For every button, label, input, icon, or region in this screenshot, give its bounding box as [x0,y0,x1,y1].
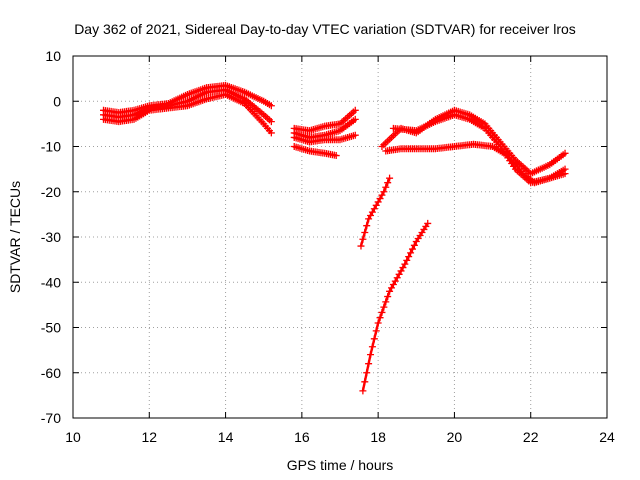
data-point [368,343,376,351]
x-tick-label: 18 [370,429,386,445]
data-point [351,131,359,139]
x-tick-label: 10 [65,429,81,445]
data-point [351,106,359,114]
x-tick-label: 12 [141,429,157,445]
x-tick-label: 20 [447,429,463,445]
data-point [407,249,415,257]
y-tick-label: -40 [41,274,61,290]
data-point [376,314,384,322]
x-tick-label: 24 [599,429,615,445]
data-point [410,241,418,249]
data-point [367,351,375,359]
data-point [332,152,340,160]
y-tick-label: -20 [41,184,61,200]
data-point [359,235,367,243]
data-point [382,298,390,306]
series-arc-2c [290,131,359,146]
data-point [351,115,359,123]
y-tick-label: -10 [41,139,61,155]
data-point [359,387,367,395]
y-axis-label: SDTVAR / TECUs [7,181,23,293]
data-point [401,260,409,268]
data-point [380,188,388,196]
data-point [370,335,378,343]
y-tick-label: -30 [41,229,61,245]
y-tick-label: -50 [41,320,61,336]
data-point [561,149,569,157]
data-point [384,179,392,187]
data-point [378,308,386,316]
series-arc-2a [290,106,359,135]
y-tick-label: -60 [41,365,61,381]
series-arc-2d [290,143,340,160]
data-point [267,118,275,126]
x-axis-label: GPS time / hours [287,457,394,473]
axes: 10 12 14 16 18 20 22 24 10 0 -10 -20 -30 -40 -50 -60 -70 [41,48,615,445]
series-arc-4 [359,219,432,395]
data-point [363,369,371,377]
data-point [380,303,388,311]
x-tick-label: 14 [218,429,234,445]
series-arc-5c [382,140,569,187]
data-point [363,222,371,230]
data-point [361,228,369,236]
data-point [374,319,382,327]
data-point [424,219,432,227]
y-tick-label: 0 [53,93,61,109]
data-point [267,102,275,110]
data-series [100,81,569,395]
data-point [384,293,392,301]
data-point [365,360,373,368]
x-tick-label: 16 [294,429,310,445]
x-tick-label: 22 [523,429,539,445]
series-arc-3 [357,174,394,250]
data-point [382,183,390,191]
data-point [267,129,275,137]
data-point [405,253,413,261]
series-line [361,222,429,392]
data-point [357,242,365,250]
data-point [361,378,369,386]
data-point [408,245,416,253]
y-tick-label: 10 [45,48,61,64]
series-arc-2b [290,115,359,141]
data-point [561,170,569,178]
data-point [386,174,394,182]
chart-title: Day 362 of 2021, Sidereal Day-to-day VTE… [74,21,576,37]
data-point [403,256,411,264]
series-arc-1c [100,90,275,137]
data-point [372,327,380,335]
y-tick-label: -70 [41,410,61,426]
